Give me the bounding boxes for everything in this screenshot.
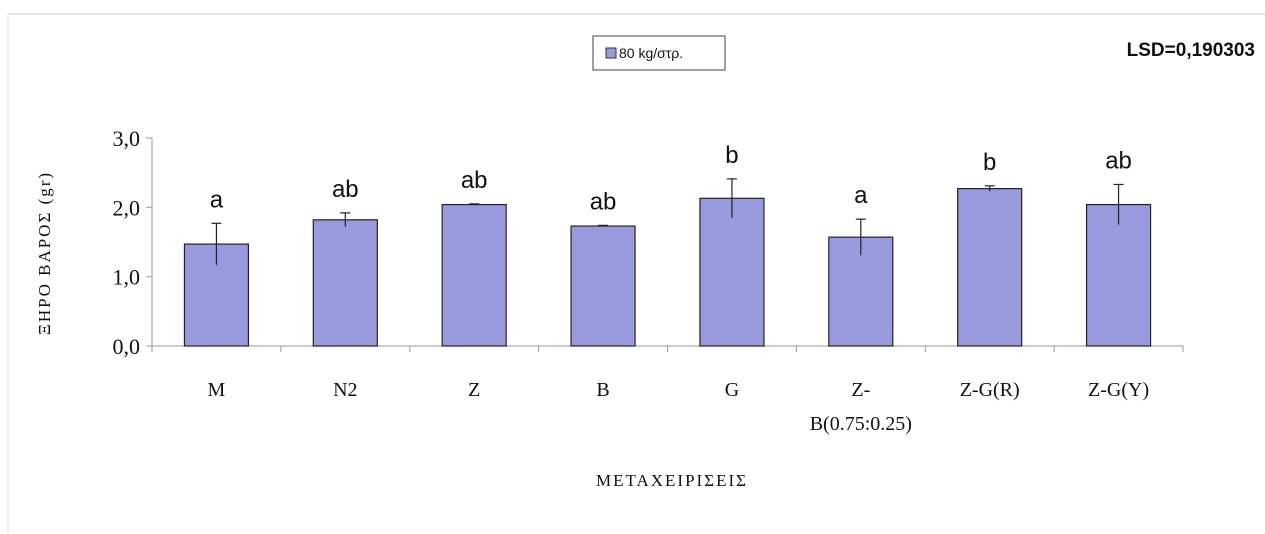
error-bars bbox=[211, 178, 1124, 265]
significance-letter: b bbox=[983, 149, 996, 176]
y-axis-label: ΞΗΡΟ ΒΑΡΟΣ (gr) bbox=[35, 171, 54, 335]
legend: 80 kg/στρ. bbox=[592, 35, 726, 71]
legend-swatch bbox=[605, 47, 617, 59]
bar bbox=[570, 225, 636, 347]
x-tick-label: N2 bbox=[333, 379, 357, 401]
x-tick-label: B(0.75:0.25) bbox=[810, 413, 912, 435]
bars bbox=[183, 188, 1152, 347]
significance-letter: ab bbox=[461, 167, 488, 194]
bar bbox=[1085, 203, 1152, 347]
bar bbox=[957, 188, 1023, 347]
significance-letter: ab bbox=[590, 188, 617, 215]
bar bbox=[441, 203, 507, 347]
x-tick-label: G bbox=[725, 379, 739, 401]
significance-letter: ab bbox=[1105, 147, 1132, 174]
x-ticks bbox=[151, 346, 1184, 352]
x-tick-label: Z- bbox=[851, 379, 870, 401]
significance-letter: a bbox=[210, 186, 224, 213]
y-tick-label: 3,0 bbox=[113, 126, 141, 151]
y-tick-label: 0,0 bbox=[113, 334, 141, 359]
x-tick-labels: M N2 Z B G Z- B(0.75:0.25) Z-G(R) Z-G(Y) bbox=[208, 379, 1150, 435]
bar bbox=[312, 219, 378, 347]
significance-letter: a bbox=[854, 182, 868, 209]
legend-label: 80 kg/στρ. bbox=[619, 45, 683, 61]
y-tick-label: 1,0 bbox=[113, 265, 141, 290]
x-tick-label: Z-G(R) bbox=[960, 379, 1020, 401]
x-axis-label: ΜΕΤΑΧΕΙΡΙΣΕΙΣ bbox=[596, 471, 748, 490]
y-tick-label: 2,0 bbox=[113, 195, 141, 220]
x-tick-label: Z-G(Y) bbox=[1088, 379, 1149, 401]
lsd-annotation: LSD=0,190303 bbox=[1127, 40, 1255, 61]
x-tick-label: M bbox=[208, 379, 226, 401]
bar bbox=[699, 197, 765, 347]
significance-letter: ab bbox=[332, 176, 359, 203]
significance-letter: b bbox=[725, 142, 738, 169]
x-tick-label: B bbox=[596, 379, 609, 401]
y-ticks: 0,0 1,0 2,0 3,0 bbox=[113, 126, 152, 359]
bar bbox=[828, 236, 894, 347]
x-tick-label: Z bbox=[468, 379, 480, 401]
